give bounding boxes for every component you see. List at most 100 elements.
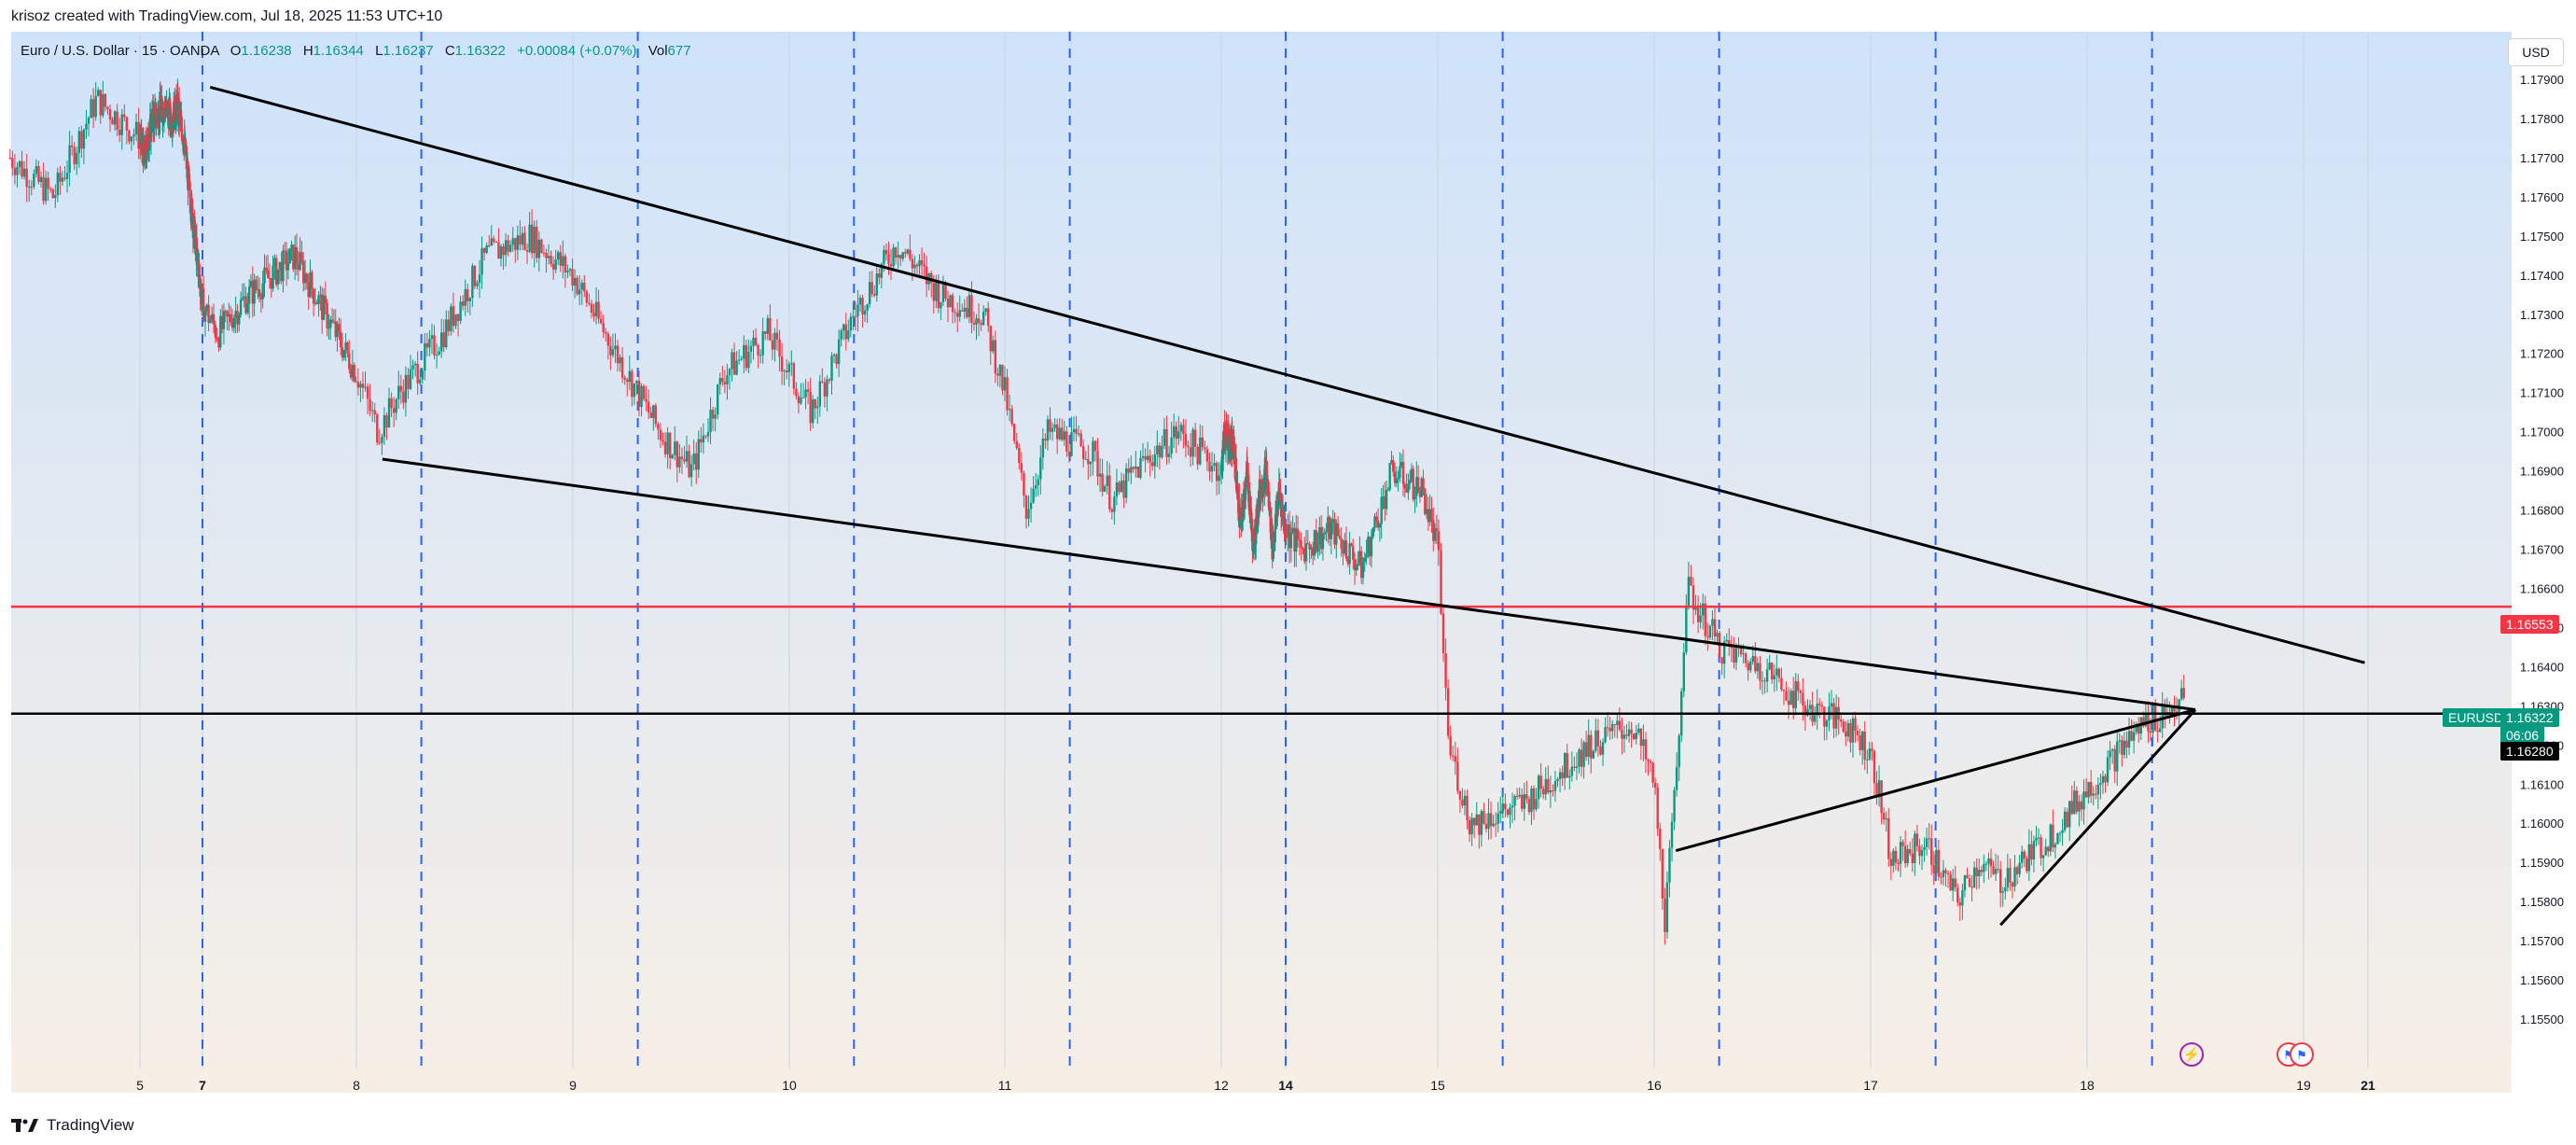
trendline[interactable] [1675, 708, 2196, 853]
candle-body [797, 396, 801, 404]
candle-body [1854, 718, 1857, 731]
candle-body [1754, 656, 1757, 672]
candle-body [1386, 489, 1390, 491]
candle-body [94, 95, 97, 118]
candle-body [620, 356, 624, 378]
candle-body [1871, 748, 1873, 751]
trendline[interactable] [209, 85, 2365, 664]
candle-body [678, 456, 681, 468]
candle-body [697, 439, 700, 470]
candle-body [1630, 729, 1633, 734]
time-axis-tick-label: 5 [136, 1078, 144, 1093]
candle-body [2125, 740, 2128, 748]
us-flag-event-icon[interactable]: ⚑ [2290, 1042, 2314, 1067]
candle-body [1452, 755, 1455, 757]
lightning-event-icon[interactable]: ⚡ [2179, 1042, 2204, 1067]
candle-body [502, 245, 505, 256]
candle-body [395, 398, 397, 413]
candle-body [887, 254, 890, 265]
candle-body [464, 288, 466, 306]
candle-body [243, 296, 245, 299]
candle-body [1775, 668, 1778, 676]
candle-body [1340, 538, 1343, 549]
candle-body [743, 344, 745, 359]
candle-body [1739, 647, 1743, 655]
tradingview-footer[interactable]: TradingView [11, 1116, 134, 1135]
candle-body [2109, 750, 2111, 758]
candle-body [1823, 706, 1826, 727]
candle-body [666, 432, 669, 454]
candle-body [1087, 458, 1090, 465]
candle-body [1075, 428, 1078, 434]
candle-body [1653, 782, 1657, 788]
red-level-price-tag: 1.16553 [2500, 615, 2559, 634]
candle-body [2106, 757, 2110, 783]
candle-body [688, 451, 690, 478]
candle-body [1392, 459, 1395, 472]
candle-body [241, 298, 244, 300]
candle-body [1408, 480, 1412, 484]
candle-body [1023, 472, 1025, 496]
candle-body [519, 235, 522, 245]
candle-body [1342, 548, 1344, 554]
candle-body [1029, 502, 1033, 510]
change-value: +0.00084 (+0.07%) [517, 43, 637, 59]
candle-body [1350, 543, 1353, 547]
candle-body [33, 174, 35, 188]
candle-body [2130, 731, 2133, 741]
candle-body [1401, 462, 1405, 484]
candle-body [315, 302, 318, 304]
candle-body [1535, 799, 1538, 810]
candle-body [1298, 539, 1302, 541]
candle-body [1193, 429, 1197, 447]
price-axis-tick-label: 1.17600 [2520, 190, 2564, 204]
candle-body [1563, 753, 1566, 778]
candle-body [868, 282, 871, 304]
candle-body [866, 303, 869, 311]
candle-body [390, 398, 393, 409]
candle-body [1882, 813, 1886, 820]
candle-body [533, 227, 536, 254]
candle-body [816, 406, 819, 409]
candle-body [925, 266, 928, 285]
candle-body [321, 294, 324, 320]
candle-body [1124, 468, 1128, 498]
candle-body [1189, 447, 1192, 457]
candle-body [2127, 731, 2131, 748]
candle-body [1158, 445, 1162, 458]
candle-body [146, 153, 148, 161]
candle-body [493, 238, 495, 242]
candle-body [1803, 705, 1807, 716]
candle-body [25, 168, 28, 188]
candle-body [1399, 466, 1401, 478]
candle-body [292, 244, 295, 270]
candle-body [1096, 451, 1099, 477]
trendline[interactable] [1999, 708, 2197, 927]
candle-body [1101, 473, 1104, 492]
candle-body [671, 454, 674, 459]
price-axis-tick-label: 1.15500 [2520, 1012, 2564, 1026]
candle-body [605, 331, 607, 334]
price-axis-tick-label: 1.15900 [2520, 856, 2564, 870]
candle-body [889, 264, 893, 267]
candle-body [346, 342, 349, 354]
candle-body [128, 130, 131, 142]
candle-body [1501, 803, 1505, 812]
candle-body [759, 355, 762, 356]
candle-body [968, 295, 971, 317]
candle-body [1092, 440, 1094, 462]
candle-body [309, 272, 312, 298]
candle-body [319, 294, 322, 296]
currency-button[interactable]: USD [2508, 38, 2564, 66]
candle-body [1954, 878, 1956, 887]
candle-body [1763, 680, 1766, 682]
candle-body [1368, 537, 1372, 557]
trendline[interactable] [382, 457, 2196, 712]
candle-body [711, 409, 715, 419]
candle-body [284, 250, 286, 252]
candle-body [847, 330, 850, 340]
candle-body [1487, 813, 1490, 830]
open-label: O [230, 43, 242, 59]
candle-body [1302, 548, 1304, 550]
